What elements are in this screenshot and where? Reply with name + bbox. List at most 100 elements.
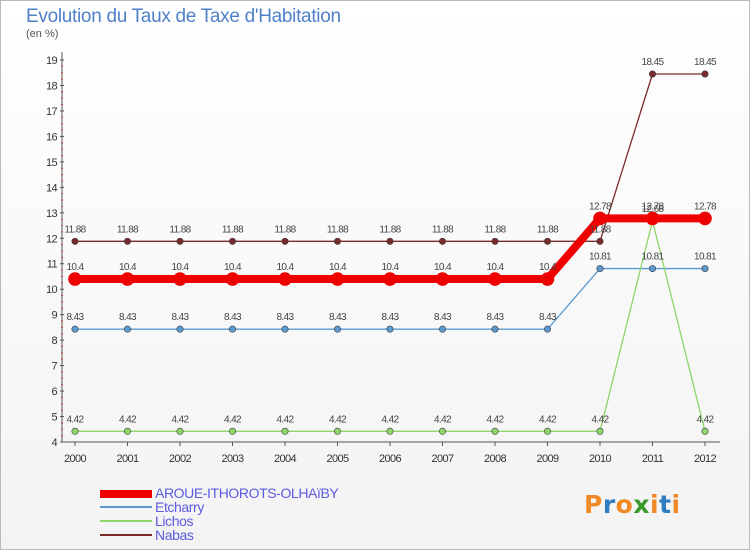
proxiti-logo: Proxiti xyxy=(584,490,681,519)
y-tick-label: 4 xyxy=(51,437,57,449)
data-point xyxy=(701,427,709,435)
data-label: 11.88 xyxy=(64,224,86,235)
data-label: 11.88 xyxy=(484,224,506,235)
data-point xyxy=(386,427,394,435)
y-tick-label: 14 xyxy=(46,182,58,194)
data-label: 4.42 xyxy=(66,414,84,425)
legend: AROUE-ITHOROTS-OLHAïBY Etcharry Lichos N… xyxy=(100,485,420,543)
data-label: 11.88 xyxy=(432,224,454,235)
data-point xyxy=(648,70,656,78)
y-tick-label: 16 xyxy=(46,131,58,143)
data-label: 8.43 xyxy=(539,312,557,323)
legend-label: AROUE-ITHOROTS-OLHAïBY xyxy=(155,485,339,501)
data-label: 4.42 xyxy=(224,414,242,425)
data-point xyxy=(438,427,446,435)
data-label: 18.45 xyxy=(641,57,664,68)
data-point xyxy=(124,237,132,245)
data-label: 11.88 xyxy=(169,224,191,235)
data-label: 8.43 xyxy=(119,312,137,323)
data-point xyxy=(386,325,394,333)
data-label: 10.4 xyxy=(381,262,399,273)
data-point xyxy=(701,70,709,78)
data-label: 12.78 xyxy=(589,201,612,212)
x-tick-label: 2008 xyxy=(484,453,507,465)
data-point xyxy=(645,211,660,226)
data-point xyxy=(596,265,604,273)
data-label: 4.42 xyxy=(329,414,347,425)
data-label: 4.42 xyxy=(119,414,137,425)
legend-swatch xyxy=(100,490,152,498)
data-point xyxy=(648,265,656,273)
data-point xyxy=(333,237,341,245)
data-label: 11.88 xyxy=(379,224,401,235)
data-label: 10.81 xyxy=(589,252,612,263)
series-group xyxy=(68,70,712,435)
data-point xyxy=(281,325,289,333)
data-point xyxy=(438,325,446,333)
data-point xyxy=(435,272,450,286)
data-point xyxy=(491,237,499,245)
data-point xyxy=(333,427,341,435)
data-label: 8.43 xyxy=(381,312,399,323)
x-tick-label: 2000 xyxy=(64,453,87,465)
data-point xyxy=(386,237,394,245)
y-tick-label: 12 xyxy=(46,233,58,245)
data-label: 10.4 xyxy=(171,262,189,273)
legend-item: Lichos xyxy=(100,513,420,529)
data-point xyxy=(229,325,237,333)
data-point xyxy=(596,237,604,245)
data-point xyxy=(488,272,502,286)
x-tick-label: 2006 xyxy=(379,453,402,465)
data-point xyxy=(596,427,604,435)
data-label: 4.42 xyxy=(539,414,557,425)
legend-label: Nabas xyxy=(155,527,194,543)
data-point xyxy=(173,272,187,286)
y-tick-label: 11 xyxy=(47,259,58,271)
data-label: 11.88 xyxy=(117,224,139,235)
x-tick-label: 2009 xyxy=(536,453,559,465)
data-point xyxy=(278,272,292,286)
data-point xyxy=(71,325,79,333)
data-label: 12.78 xyxy=(694,201,717,212)
data-label: 8.43 xyxy=(434,312,452,323)
legend-label: Etcharry xyxy=(155,499,204,515)
data-point xyxy=(124,427,132,435)
y-tick-label: 8 xyxy=(51,335,57,347)
legend-label: Lichos xyxy=(155,513,194,529)
data-point xyxy=(225,272,240,286)
data-point xyxy=(71,237,79,245)
y-tick-label: 5 xyxy=(51,412,57,424)
data-label: 4.42 xyxy=(434,414,452,425)
x-tick-label: 2002 xyxy=(169,453,192,465)
data-point xyxy=(543,237,551,245)
data-point xyxy=(491,427,499,435)
data-point xyxy=(176,325,184,333)
data-point xyxy=(176,237,184,245)
data-label: 4.42 xyxy=(276,414,294,425)
y-tick-label: 19 xyxy=(46,55,58,67)
data-label: 4.42 xyxy=(486,414,504,425)
data-label: 8.43 xyxy=(329,312,347,323)
data-label: 4.42 xyxy=(381,414,399,425)
data-label: 11.88 xyxy=(327,224,349,235)
logo-letter: x xyxy=(633,490,650,519)
data-label: 8.43 xyxy=(276,312,294,323)
data-label: 8.43 xyxy=(66,312,84,323)
data-label: 11.88 xyxy=(222,224,244,235)
x-tick-label: 2003 xyxy=(221,453,244,465)
x-tick-label: 2005 xyxy=(326,453,349,465)
data-point xyxy=(176,427,184,435)
data-point xyxy=(701,265,709,273)
data-label: 8.43 xyxy=(171,312,189,323)
logo-letter: r xyxy=(602,490,616,519)
data-label: 10.4 xyxy=(119,262,137,273)
data-label: 12.78 xyxy=(641,201,664,212)
data-label: 4.42 xyxy=(696,414,714,425)
logo-letter: o xyxy=(615,490,634,519)
legend-item: Etcharry xyxy=(100,499,420,515)
chart-subtitle: (en %) xyxy=(26,28,59,40)
data-label: 4.42 xyxy=(591,414,609,425)
data-label: 10.81 xyxy=(641,252,664,263)
data-label: 10.4 xyxy=(224,262,242,273)
